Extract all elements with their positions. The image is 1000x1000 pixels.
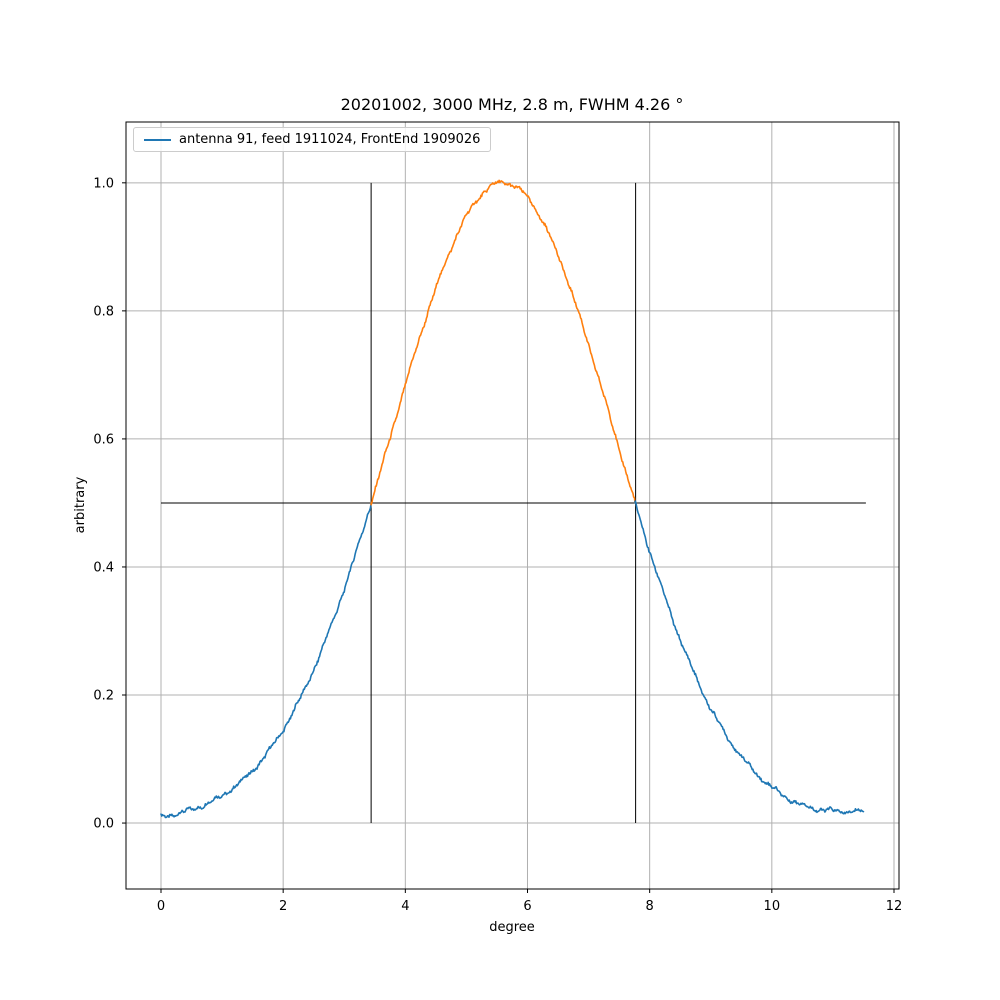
- y-tick-label: 0.6: [93, 432, 114, 447]
- beam-curve-above-half: [370, 179, 636, 506]
- x-tick-label: 4: [401, 899, 409, 914]
- plot-render-layer: 0 2 4 6 8 10 12 0.0 0.2 0.4 0.6 0.8 1.0: [93, 121, 903, 914]
- axes-frame: [125, 121, 900, 890]
- beam-curve-below-half: [634, 500, 865, 815]
- x-tick-label: 10: [764, 899, 781, 914]
- y-tick-label: 0.4: [93, 560, 114, 575]
- beam-curve-below-half: [160, 502, 372, 819]
- y-axis-label: arbitrary: [73, 476, 88, 533]
- chart-title: 20201002, 3000 MHz, 2.8 m, FWHM 4.26 °: [341, 95, 684, 114]
- x-axis-label: degree: [489, 920, 535, 935]
- legend-line-sample: [144, 138, 171, 141]
- y-tick-label: 0.8: [93, 304, 114, 319]
- y-tick-label: 1.0: [93, 176, 114, 191]
- y-tick-label: 0.2: [93, 689, 114, 704]
- y-tick-label: 0.0: [93, 817, 114, 832]
- x-tick-label: 12: [886, 899, 903, 914]
- x-tick-label: 8: [646, 899, 654, 914]
- x-tick-label: 2: [279, 899, 287, 914]
- x-tick-label: 6: [523, 899, 531, 914]
- x-tick-label: 0: [157, 899, 165, 914]
- legend-entry-label: antenna 91, feed 1911024, FrontEnd 19090…: [179, 132, 481, 147]
- legend-box: antenna 91, feed 1911024, FrontEnd 19090…: [133, 127, 492, 152]
